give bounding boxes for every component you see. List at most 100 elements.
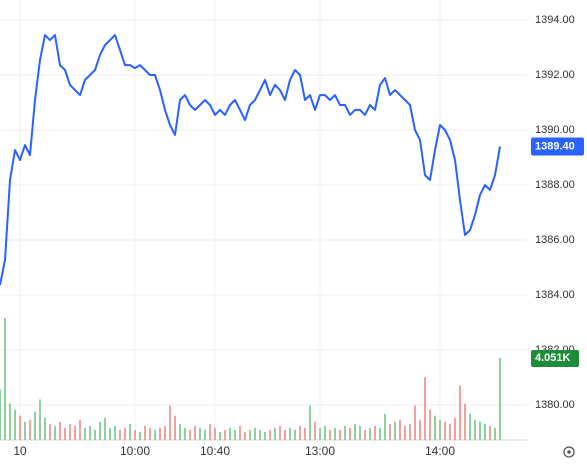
volume-bar [204, 429, 206, 440]
volume-bar [69, 423, 71, 440]
y-tick-label: 1386.00 [535, 234, 575, 246]
volume-bar [234, 429, 236, 440]
volume-bar [424, 377, 426, 440]
volume-bar [104, 417, 106, 440]
volume-bar [39, 399, 41, 440]
volume-bar [184, 427, 186, 440]
volume-bar [274, 427, 276, 440]
volume-bar [44, 417, 46, 440]
x-tick-label: 14:00 [425, 444, 455, 458]
volume-bar [179, 423, 181, 440]
volume-bar [54, 425, 56, 440]
volume-bar [174, 415, 176, 440]
volume-bars [0, 317, 501, 440]
volume-bar [84, 427, 86, 440]
volume-bar [124, 427, 126, 440]
volume-bar [334, 427, 336, 440]
volume-bar [29, 419, 31, 440]
volume-bar [419, 419, 421, 440]
volume-bar [159, 427, 161, 440]
volume-bar [354, 423, 356, 440]
volume-bar [384, 413, 386, 440]
y-tick-label: 1380.00 [535, 399, 575, 411]
volume-bar [114, 425, 116, 440]
volume-bar [189, 429, 191, 440]
volume-bar [349, 427, 351, 440]
y-tick-label: 1390.00 [535, 124, 575, 136]
x-tick-label: 13:00 [305, 444, 335, 458]
volume-bar [379, 427, 381, 440]
volume-bar [229, 427, 231, 440]
volume-bar [429, 409, 431, 440]
volume-bar [414, 405, 416, 440]
volume-bar [344, 425, 346, 440]
volume-bar [454, 417, 456, 440]
volume-bar [9, 403, 11, 440]
volume-bar [314, 421, 316, 440]
x-tick-label: 10:40 [200, 444, 230, 458]
volume-bar [319, 427, 321, 440]
volume-bar [134, 429, 136, 440]
volume-bar [169, 405, 171, 440]
volume-bar [269, 429, 271, 440]
volume-bar [139, 431, 141, 440]
volume-bar [409, 423, 411, 440]
volume-bar [49, 423, 51, 440]
volume-bar [0, 389, 1, 440]
volume-bar [249, 429, 251, 440]
volume-bar [459, 385, 461, 440]
volume-bar [94, 429, 96, 440]
volume-bar [444, 421, 446, 440]
volume-bar [484, 423, 486, 440]
price-label: 1389.40 [535, 140, 575, 152]
volume-bar [219, 431, 221, 440]
volume-bar [79, 419, 81, 440]
volume-bar [304, 427, 306, 440]
volume-bar [59, 421, 61, 440]
volume-bar [194, 425, 196, 440]
volume-bar [279, 425, 281, 440]
volume-bar [24, 421, 26, 440]
volume-bar [389, 423, 391, 440]
volume-bar [489, 425, 491, 440]
volume-bar [244, 431, 246, 440]
volume-bar [239, 425, 241, 440]
price-line [0, 34, 501, 286]
volume-bar [19, 415, 21, 440]
volume-bar [399, 419, 401, 440]
volume-bar [264, 431, 266, 440]
volume-bar [299, 425, 301, 440]
x-tick-label: 10:00 [120, 444, 150, 458]
volume-bar [474, 419, 476, 440]
volume-bar [364, 429, 366, 440]
volume-bar [74, 425, 76, 440]
volume-bar [14, 409, 16, 440]
volume-bar [199, 427, 201, 440]
volume-bar [149, 427, 151, 440]
volume-label-box [531, 349, 579, 367]
volume-bar [214, 427, 216, 440]
volume-bar [394, 421, 396, 440]
volume-bar [119, 429, 121, 440]
y-tick-label: 1388.00 [535, 179, 575, 191]
volume-bar [144, 425, 146, 440]
volume-bar [449, 423, 451, 440]
volume-bar [289, 427, 291, 440]
volume-bar [99, 421, 101, 440]
volume-bar [34, 411, 36, 440]
volume-bar [89, 425, 91, 440]
volume-bar [154, 429, 156, 440]
volume-bar [499, 357, 501, 440]
y-tick-label: 1384.00 [535, 289, 575, 301]
volume-bar [64, 427, 66, 440]
volume-bar [309, 405, 311, 440]
volume-bar [494, 427, 496, 440]
settings-icon[interactable] [563, 446, 575, 458]
y-tick-label: 1394.00 [535, 14, 575, 26]
price-label-box [531, 137, 584, 156]
volume-bar [129, 423, 131, 440]
volume-bar [329, 429, 331, 440]
x-tick-label: 10 [13, 444, 27, 458]
